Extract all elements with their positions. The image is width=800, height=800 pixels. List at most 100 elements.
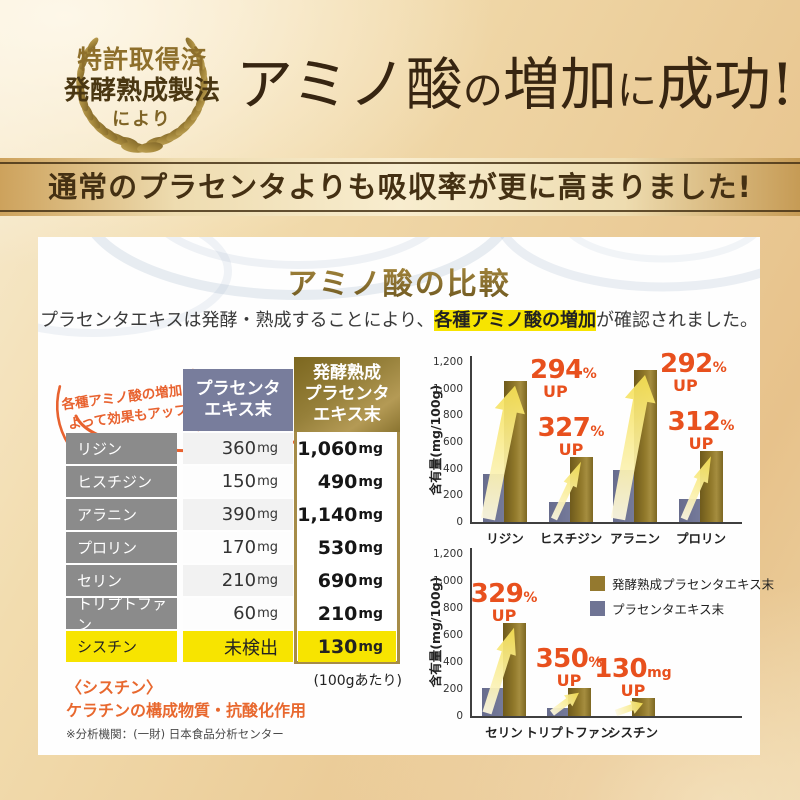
legend-swatch <box>590 576 605 591</box>
badge-line1: 特許取得済 <box>76 45 207 74</box>
fermented-value-cell: 1,140 mg <box>297 499 396 530</box>
value-text: 1,060 <box>297 437 358 460</box>
row-label: シスチン <box>66 631 177 662</box>
pct-up-word: UP <box>543 381 568 401</box>
pct-unit: % <box>588 654 603 671</box>
y-tick-label: 1,000 <box>432 575 463 587</box>
banner: 通常のプラセンタよりも吸収率が更に高まりました! <box>0 158 800 216</box>
pct-number: 329 <box>470 578 524 609</box>
fermented-value-cell: 690 mg <box>298 565 396 596</box>
legend-label: 発酵熟成プラセンタエキス末 <box>612 577 775 592</box>
y-tick-label: 800 <box>442 409 463 422</box>
row-label: アラニン <box>66 499 177 530</box>
value-unit: mg <box>257 474 278 489</box>
card-subtitle: プラセンタエキスは発酵・熟成することにより、各種アミノ酸の増加が確認されました。 <box>38 306 760 332</box>
pct-annotation: 294% UP <box>530 357 597 401</box>
value-text: 690 <box>317 569 358 592</box>
value-unit: mg <box>257 507 278 522</box>
value-unit: mg <box>358 473 383 490</box>
y-axis-line <box>470 548 472 718</box>
normal-value-cell: 170 mg <box>183 532 293 563</box>
pct-number: 130 <box>594 654 648 685</box>
badge-line3: により <box>112 109 172 130</box>
banner-text: 通常のプラセンタよりも吸収率が更に高まりました! <box>0 162 800 212</box>
column-header-normal: プラセンタ エキス末 <box>183 369 293 431</box>
normal-value-cell: 未検出 <box>183 631 293 662</box>
pct-up-word: UP <box>556 670 582 690</box>
fermented-value-cell: 530 mg <box>298 532 396 563</box>
badge-line2: 発酵熟成製法 <box>63 76 220 106</box>
pct-annotation: 327% UP <box>529 415 613 459</box>
pct-number: 327 <box>537 412 591 443</box>
fermented-value-cell: 130 mg <box>298 631 396 662</box>
value-unit: mg <box>358 506 383 523</box>
value-text: 130 <box>317 635 358 658</box>
pct-value: 292% <box>660 351 727 377</box>
pct-value: 327% <box>529 415 613 441</box>
y-tick-label: 800 <box>442 602 463 614</box>
pct-annotation: 312% UP <box>659 409 743 454</box>
y-tick-label: 0 <box>456 710 463 722</box>
pct-unit: % <box>582 365 597 382</box>
row-label: ヒスチジン <box>66 466 177 497</box>
growth-arrows-icon <box>481 375 711 521</box>
pct-up-word: UP <box>673 375 698 395</box>
value-text: 390 <box>221 504 257 525</box>
value-unit: mg <box>358 572 383 589</box>
value-unit: mg <box>358 605 383 622</box>
y-tick-label: 200 <box>442 489 463 502</box>
x-axis-line <box>470 522 742 524</box>
value-text: 530 <box>317 536 358 559</box>
water-ripple-decoration <box>38 237 760 337</box>
pct-value: 312% <box>659 409 743 435</box>
row-label: プロリン <box>66 532 177 563</box>
pct-up-word: UP <box>620 681 646 701</box>
value-text: 490 <box>317 470 358 493</box>
value-unit: mg <box>257 441 278 456</box>
row-label: セリン <box>66 565 177 596</box>
value-text: 210 <box>221 570 257 591</box>
pct-unit: % <box>712 360 727 376</box>
fermented-column-frame <box>294 432 400 664</box>
patent-badge: 特許取得済 発酵熟成製法 により <box>52 20 232 154</box>
pct-number: 294 <box>530 354 583 385</box>
title-segment: の <box>462 68 503 114</box>
value-unit: mg <box>358 638 383 655</box>
comparison-card: アミノ酸の比較 プラセンタエキスは発酵・熟成することにより、各種アミノ酸の増加が… <box>38 237 774 755</box>
y-tick-label: 0 <box>456 516 463 528</box>
legend-swatch <box>590 601 605 616</box>
value-text: 未検出 <box>224 637 278 659</box>
pct-value: 130mg <box>591 656 675 682</box>
value-text: 360 <box>221 438 257 459</box>
chart-legend-entry: プラセンタエキス末 <box>590 599 724 618</box>
pct-value: 294% <box>530 357 597 383</box>
subtitle-prefix: プラセンタエキスは発酵・熟成することにより、 <box>39 310 435 331</box>
pct-up-word: UP <box>688 434 714 454</box>
legend-label: プラセンタエキス末 <box>612 602 725 617</box>
normal-value-cell: 360 mg <box>183 433 293 464</box>
growth-arrows-icon <box>482 627 643 717</box>
y-tick-label: 400 <box>442 656 463 668</box>
category-label: セリン <box>485 725 523 740</box>
value-unit: mg <box>358 539 383 556</box>
pct-unit: % <box>720 418 735 435</box>
pct-up-word: UP <box>558 439 584 459</box>
pct-number: 292 <box>660 349 713 379</box>
cystine-note-title: 〈シスチン〉 <box>66 678 163 697</box>
normal-value-cell: 60 mg <box>183 598 293 629</box>
y-axis-line <box>470 356 472 524</box>
pct-value: 350% <box>527 646 611 672</box>
y-tick-label: 1,200 <box>432 356 463 368</box>
bar-chart-bottom: 含有量(mg/100g) 0 200 400 600 800 1,000 1,200 セリン トリ… <box>420 548 774 750</box>
title-segment: アミノ酸 <box>236 52 463 118</box>
normal-value-cell: 150 mg <box>183 466 293 497</box>
fermented-value-cell: 490 mg <box>298 466 396 497</box>
title-segment: 成功! <box>656 52 794 118</box>
y-tick-label: 400 <box>442 462 463 475</box>
pct-number: 312 <box>667 407 721 438</box>
category-label: ヒスチジン <box>539 531 603 546</box>
category-label: トリプトファン <box>525 725 613 740</box>
value-text: 210 <box>317 602 358 625</box>
cystine-note-description: ケラチンの構成物質・抗酸化作用 <box>66 701 307 720</box>
